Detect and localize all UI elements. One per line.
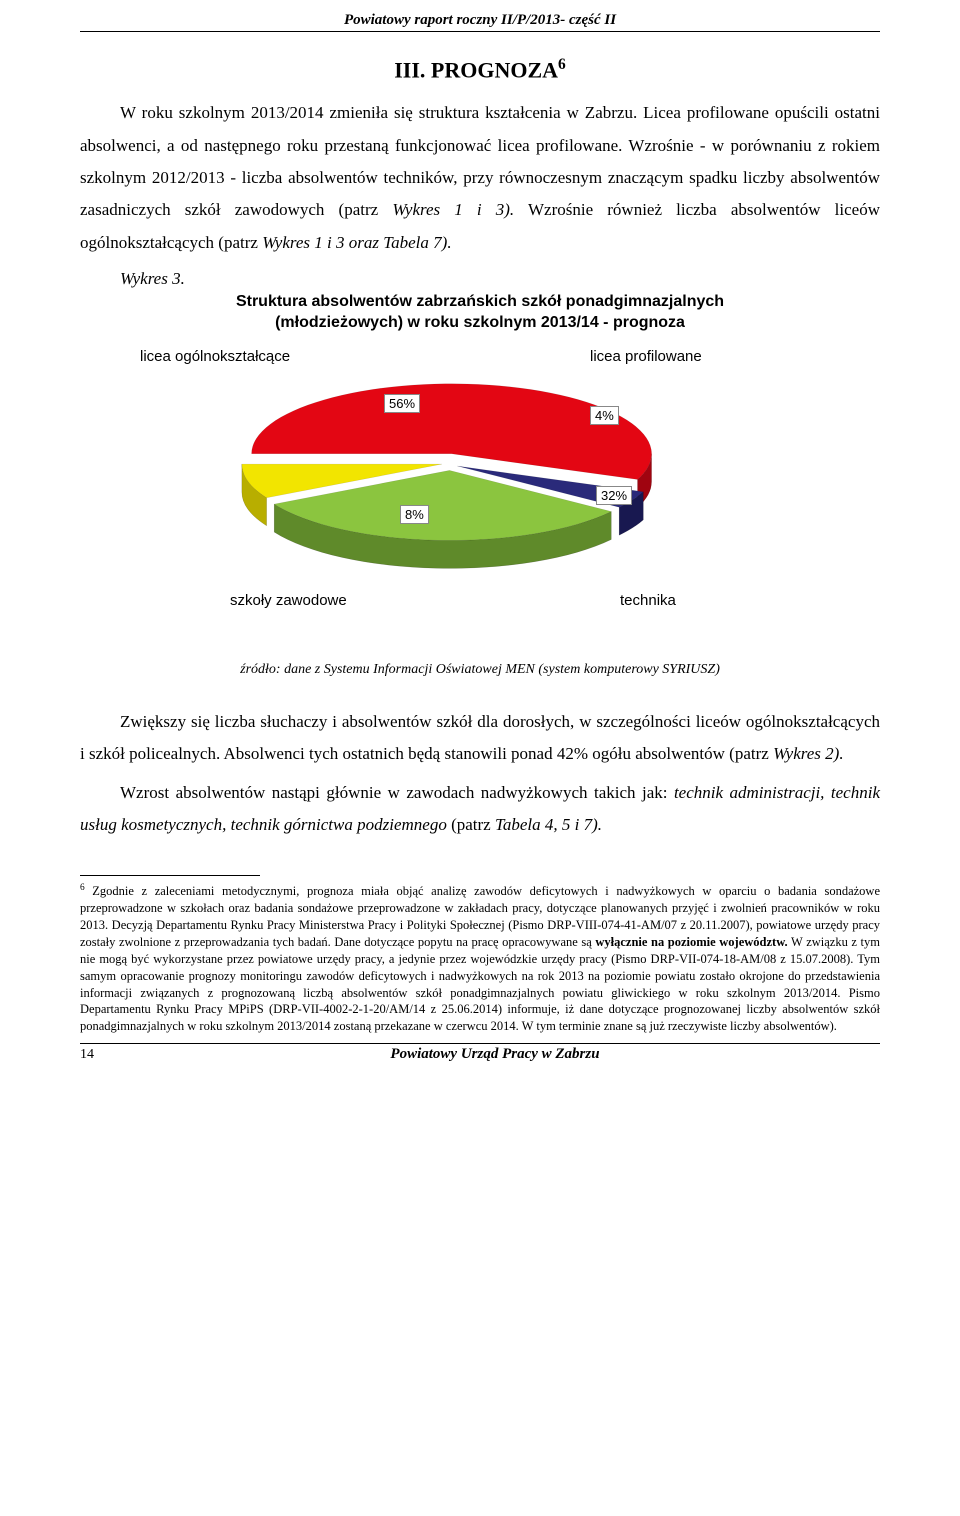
page-number: 14	[80, 1047, 110, 1063]
chart-block: Wykres 3. Struktura absolwentów zabrzańs…	[80, 269, 880, 640]
footnote-bold: wyłącznie na poziomie województw.	[595, 935, 787, 949]
footnote-6: 6 Zgodnie z zaleceniami metodycznymi, pr…	[80, 882, 880, 1035]
section-title-sup: 6	[558, 56, 566, 73]
chart-source: źródło: dane z Systemu Informacji Oświat…	[80, 662, 880, 678]
p2-ref: Wykres 2).	[773, 744, 844, 763]
p3-ref: Tabela 4, 5 i 7).	[495, 815, 602, 834]
chart-label-szkoly-zawodowe: szkoły zawodowe	[230, 592, 347, 609]
chart-title-line1: Struktura absolwentów zabrzańskich szkół…	[236, 293, 724, 310]
p1-ref-1: Wykres 1 i 3).	[392, 200, 514, 219]
p3-text-a: Wzrost absolwentów nastąpi głównie w zaw…	[120, 783, 674, 802]
pct-56: 56%	[384, 394, 420, 413]
chart-title: Struktura absolwentów zabrzańskich szkół…	[80, 291, 880, 334]
page-footer: 14 Powiatowy Urząd Pracy w Zabrzu	[80, 1043, 880, 1063]
pie-chart: licea ogólnokształcące licea profilowane…	[80, 340, 880, 640]
chart-title-line2: (młodzieżowych) w roku szkolnym 2013/14 …	[275, 314, 685, 331]
p1-ref-2: Wykres 1 i 3 oraz Tabela 7).	[262, 233, 451, 252]
footnote-text-2: W związku z tym nie mogą być wykorzystan…	[80, 935, 880, 1033]
section-title: III. PROGNOZA6	[80, 56, 880, 83]
p3-text-c: (patrz	[451, 815, 495, 834]
chart-label-technika: technika	[620, 592, 676, 609]
footnote-separator	[80, 875, 260, 876]
p2-text-a: Zwiększy się liczba słuchaczy i absolwen…	[80, 712, 880, 763]
paragraph-2: Zwiększy się liczba słuchaczy i absolwen…	[80, 706, 880, 771]
pct-32: 32%	[596, 486, 632, 505]
paragraph-1: W roku szkolnym 2013/2014 zmieniła się s…	[80, 97, 880, 258]
page-header: Powiatowy raport roczny II/P/2013- część…	[80, 12, 880, 32]
section-title-text: III. PROGNOZA	[394, 57, 558, 82]
paragraph-3: Wzrost absolwentów nastąpi głównie w zaw…	[80, 777, 880, 842]
pct-4: 4%	[590, 406, 619, 425]
chart-label-licea-profil: licea profilowane	[590, 348, 702, 365]
footer-title: Powiatowy Urząd Pracy w Zabrzu	[110, 1046, 880, 1063]
chart-label-licea-ogolno: licea ogólnokształcące	[140, 348, 290, 365]
chart-reference: Wykres 3.	[120, 269, 880, 289]
pct-8: 8%	[400, 505, 429, 524]
